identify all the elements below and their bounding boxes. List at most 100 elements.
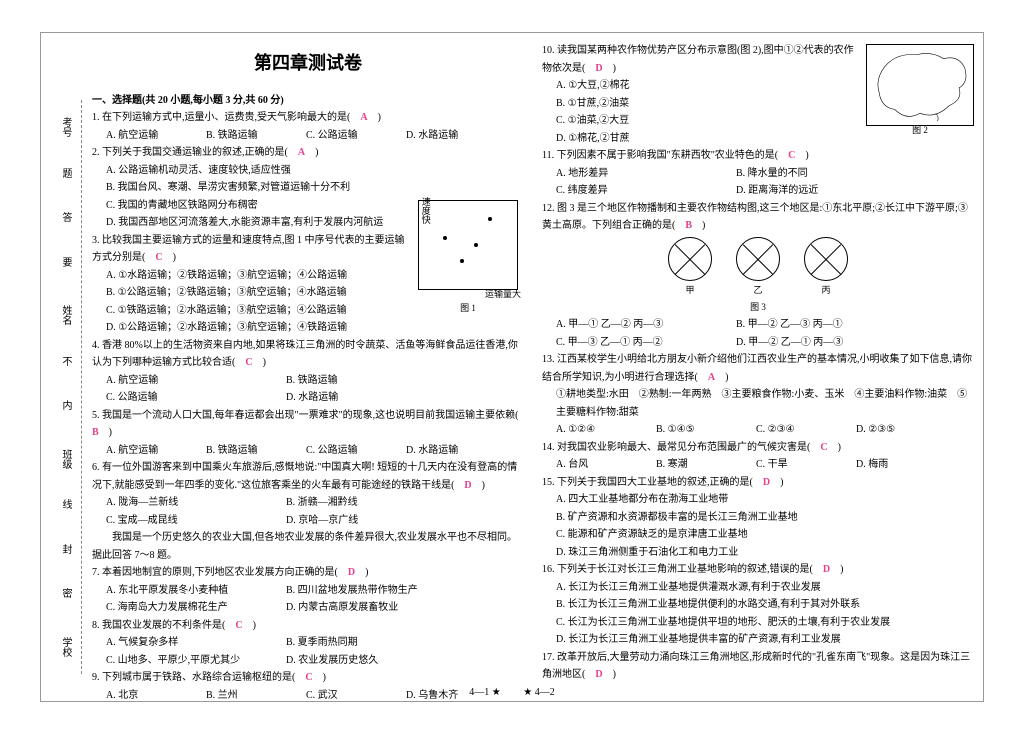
- opt: B. 铁路运输: [206, 442, 306, 460]
- question-8: 8. 我国农业发展的不利条件是( C ): [92, 617, 524, 635]
- q9-stem: 9. 下列城市属于铁路、水路综合运输枢纽的是(: [92, 672, 305, 683]
- q8-answer: C: [235, 620, 242, 631]
- binding-hint: 内: [58, 400, 73, 418]
- opt: D. 水路运输: [406, 442, 506, 460]
- binding-hint: 题: [58, 168, 73, 186]
- opt: A. 地形差异: [556, 165, 736, 183]
- q14-stem: 14. 对我国农业影响最大、最常见分布范围最广的气候灾害是(: [542, 442, 820, 453]
- opt: A. 陇海—兰新线: [106, 494, 286, 512]
- fig1-caption: 图 1: [419, 301, 517, 317]
- q3-stem: 3. 比较我国主要运输方式的运量和速度特点,图 1 中序号代表的主要运输方式分别…: [92, 235, 405, 264]
- opt: D. 水路运输: [286, 389, 466, 407]
- binding-column: 考号 题 答 要 姓名 不 内 班级 线 封 密 学校: [50, 100, 82, 674]
- q4-stem: 4. 香港 80%以上的生活物资来自内地,如果将珠江三角洲的时令蔬菜、活鱼等海鲜…: [92, 340, 518, 369]
- china-map-icon: [867, 45, 973, 125]
- opt: C. 山地多、平原少,平原尤其少: [106, 652, 286, 670]
- opt: A. ①②④: [556, 421, 656, 439]
- q12-stem: 12. 图 3 是三个地区作物播制和主要农作物结构图,这三个地区是:①东北平原;…: [542, 203, 968, 232]
- opt: B. 铁路运输: [206, 127, 306, 145]
- binding-hint: 密: [58, 588, 73, 606]
- question-16: 16. 下列关于长江对长江三角洲工业基地影响的叙述,错误的是( D ): [542, 561, 974, 579]
- question-17: 17. 改革开放后,大量劳动力涌向珠江三角洲地区,形成新时代的"孔雀东南飞"现象…: [542, 649, 974, 684]
- q2-opt: A. 公路运输机动灵活、速度较快,适应性强: [106, 162, 524, 180]
- opt: A. 甲—① 乙—② 丙—③: [556, 316, 736, 334]
- fig1-dot: [474, 243, 478, 247]
- q16-opt: D. 长江为长江三角洲工业基地提供丰富的矿产资源,有利工业发展: [556, 631, 974, 649]
- question-1: 1. 在下列运输方式中,运量小、运费贵,受天气影响最大的是( A ): [92, 109, 524, 127]
- left-column: 第四章测试卷 一、选择题(共 20 小题,每小题 3 分,共 60 分) 1. …: [92, 42, 524, 692]
- question-5: 5. 我国是一个流动人口大国,每年春运都会出现"一票难求"的现象,这也说明目前我…: [92, 407, 524, 442]
- opt: B. 浙赣—湘黔线: [286, 494, 466, 512]
- binding-hint: 不: [58, 356, 73, 374]
- q11-stem: 11. 下列因素不属于影响我国"东耕西牧"农业特色的是(: [542, 150, 788, 161]
- q6-answer: D: [464, 480, 471, 491]
- q10-stem: 10. 读我国某两种农作物优势产区分布示意图(图 2),图中①②代表的农作物依次…: [542, 45, 854, 74]
- q13-options: A. ①②④ B. ①④⑤ C. ②③④ D. ②③⑤: [556, 421, 974, 439]
- q6-options: A. 陇海—兰新线 B. 浙赣—湘黔线 C. 宝成—成昆线 D. 京哈—京广线: [106, 494, 524, 529]
- opt: B. 降水量的不同: [736, 165, 916, 183]
- q15-opt: C. 能源和矿产资源缺乏的是京津唐工业基地: [556, 526, 974, 544]
- q12-answer: B: [685, 220, 692, 231]
- question-2: 2. 下列关于我国交通运输业的叙述,正确的是( A ): [92, 144, 524, 162]
- question-11: 11. 下列因素不属于影响我国"东耕西牧"农业特色的是( C ): [542, 147, 974, 165]
- q12-options: A. 甲—① 乙—② 丙—③ B. 甲—② 乙—③ 丙—① C. 甲—③ 乙—①…: [556, 316, 974, 351]
- context-7-8: 我国是一个历史悠久的农业大国,但各地农业发展的条件差异很大,农业发展水平也不尽相…: [92, 529, 524, 564]
- q7-options: A. 东北平原发展冬小麦种植 B. 四川盆地发展热带作物生产 C. 海南岛大力发…: [106, 582, 524, 617]
- circle-icon: [804, 237, 848, 281]
- question-14: 14. 对我国农业影响最大、最常见分布范围最广的气候灾害是( C ): [542, 439, 974, 457]
- opt: B. 甲—② 乙—③ 丙—①: [736, 316, 916, 334]
- q16-opt: C. 长江为长江三角洲工业基地提供平坦的地形、肥沃的土壤,有利于农业发展: [556, 614, 974, 632]
- content-area: 第四章测试卷 一、选择题(共 20 小题,每小题 3 分,共 60 分) 1. …: [92, 42, 974, 692]
- opt: D. 农业发展历史悠久: [286, 652, 466, 670]
- circle-icon: [736, 237, 780, 281]
- page-footer: 4—1 ★ ★ 4—2: [0, 683, 1024, 698]
- opt: B. ①④⑤: [656, 421, 756, 439]
- q16-opt: B. 长江为长江三角洲工业基地提供便利的水路交通,有利于其对外联系: [556, 596, 974, 614]
- fig1-dot: [488, 217, 492, 221]
- q15-stem: 15. 下列关于我国四大工业基地的叙述,正确的是(: [542, 477, 763, 488]
- fig2-caption: 图 2: [867, 123, 973, 139]
- binding-hint: 封: [58, 544, 73, 562]
- q14-options: A. 台风 B. 寒潮 C. 干旱 D. 梅雨: [556, 456, 974, 474]
- opt: C. ②③④: [756, 421, 856, 439]
- fig3-caption: 图 3: [542, 300, 974, 316]
- circle-icon: [668, 237, 712, 281]
- q2-answer: A: [298, 147, 305, 158]
- opt: C. 宝成—成昆线: [106, 512, 286, 530]
- q15-answer: D: [763, 477, 770, 488]
- figure-1: 速度快 运输量大 图 1: [418, 200, 518, 290]
- q13-stem: 13. 江西某校学生小明给北方朋友小新介绍他们江西农业生产的基本情况,小明收集了…: [542, 354, 972, 383]
- q8-stem: 8. 我国农业发展的不利条件是(: [92, 620, 235, 631]
- opt: B. 铁路运输: [286, 372, 466, 390]
- opt: D. ②③⑤: [856, 421, 956, 439]
- q13-answer: A: [708, 372, 715, 383]
- binding-hint: 线: [58, 499, 73, 517]
- binding-hint: 答: [58, 212, 73, 230]
- opt: A. 台风: [556, 456, 656, 474]
- fig3-label: 甲: [668, 283, 712, 299]
- q16-stem: 16. 下列关于长江对长江三角洲工业基地影响的叙述,错误的是(: [542, 564, 823, 575]
- fig3-item: 丙: [804, 237, 848, 299]
- fig1-dot: [443, 236, 447, 240]
- question-12: 12. 图 3 是三个地区作物播制和主要农作物结构图,这三个地区是:①东北平原;…: [542, 200, 974, 235]
- opt: C. 公路运输: [306, 127, 406, 145]
- opt: A. 航空运输: [106, 442, 206, 460]
- opt: C. 公路运输: [106, 389, 286, 407]
- opt: C. 公路运输: [306, 442, 406, 460]
- opt: B. 四川盆地发展热带作物生产: [286, 582, 466, 600]
- binding-cell: 考号: [58, 113, 73, 141]
- opt: D. 水路运输: [406, 127, 506, 145]
- q17-answer: D: [595, 669, 602, 680]
- opt: D. 京哈—京广线: [286, 512, 466, 530]
- q2-stem: 2. 下列关于我国交通运输业的叙述,正确的是(: [92, 147, 298, 158]
- q5-answer: B: [92, 427, 99, 438]
- opt: A. 航空运输: [106, 127, 206, 145]
- binding-cell: 姓名: [58, 301, 73, 329]
- fig1-ylabel: 速度快: [417, 197, 433, 224]
- q5-stem: 5. 我国是一个流动人口大国,每年春运都会出现"一票难求"的现象,这也说明目前我…: [92, 410, 529, 421]
- q15-opt: D. 珠江三角洲侧重于石油化工和电力工业: [556, 544, 974, 562]
- fig3-item: 甲: [668, 237, 712, 299]
- opt: B. 寒潮: [656, 456, 756, 474]
- fig1-dot: [460, 259, 464, 263]
- q2-opt: B. 我国台风、寒潮、旱涝灾害频繁,对管道运输十分不利: [106, 179, 524, 197]
